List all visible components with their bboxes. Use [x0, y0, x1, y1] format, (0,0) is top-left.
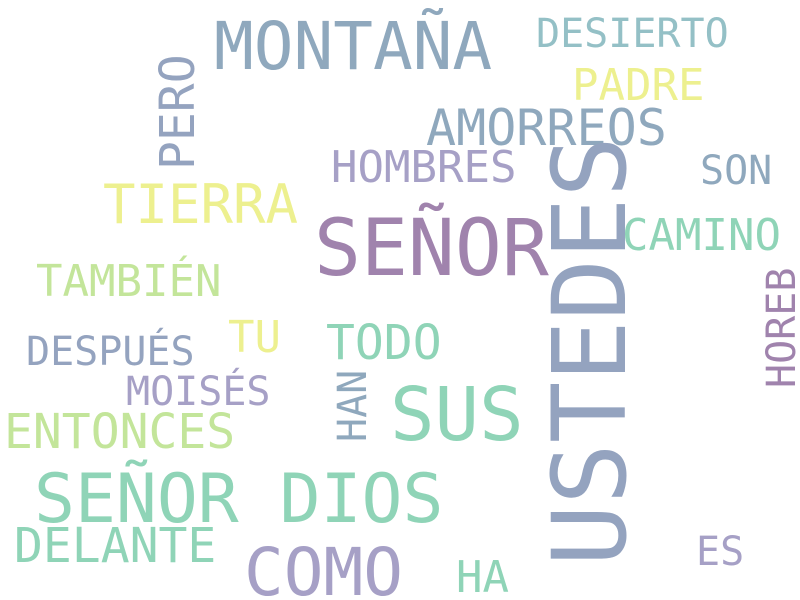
- word-senor-dios: SEÑOR DIOS: [34, 460, 444, 539]
- word-tierra: TIERRA: [103, 173, 299, 236]
- word-camino: CAMINO: [622, 210, 781, 261]
- word-han: HAN: [330, 369, 376, 442]
- word-desierto: DESIERTO: [536, 11, 729, 57]
- word-sus: SUS: [390, 372, 524, 458]
- word-son: SON: [700, 148, 773, 194]
- word-entonces: ENTONCES: [4, 404, 236, 460]
- word-usted: USTEDES: [531, 136, 650, 566]
- word-es: ES: [696, 529, 745, 575]
- word-montana: MONTAÑA: [214, 8, 493, 85]
- word-delante: DELANTE: [14, 518, 217, 574]
- word-senor: SEÑOR: [314, 204, 549, 294]
- word-horeb: HOREB: [759, 267, 800, 388]
- word-despues: DESPUÉS: [26, 329, 195, 375]
- word-padre: PADRE: [572, 60, 705, 111]
- word-tambien: TAMBIÉN: [36, 256, 222, 307]
- word-como: COMO: [244, 534, 403, 600]
- word-todo: TODO: [326, 315, 442, 371]
- word-pero: PERO: [150, 54, 206, 170]
- word-tu: TU: [228, 312, 281, 363]
- word-hombres: HOMBRES: [331, 142, 517, 193]
- word-ha: HA: [456, 552, 509, 600]
- word-moises: MOISÉS: [126, 369, 271, 415]
- word-amorreos: AMORREOS: [426, 99, 667, 157]
